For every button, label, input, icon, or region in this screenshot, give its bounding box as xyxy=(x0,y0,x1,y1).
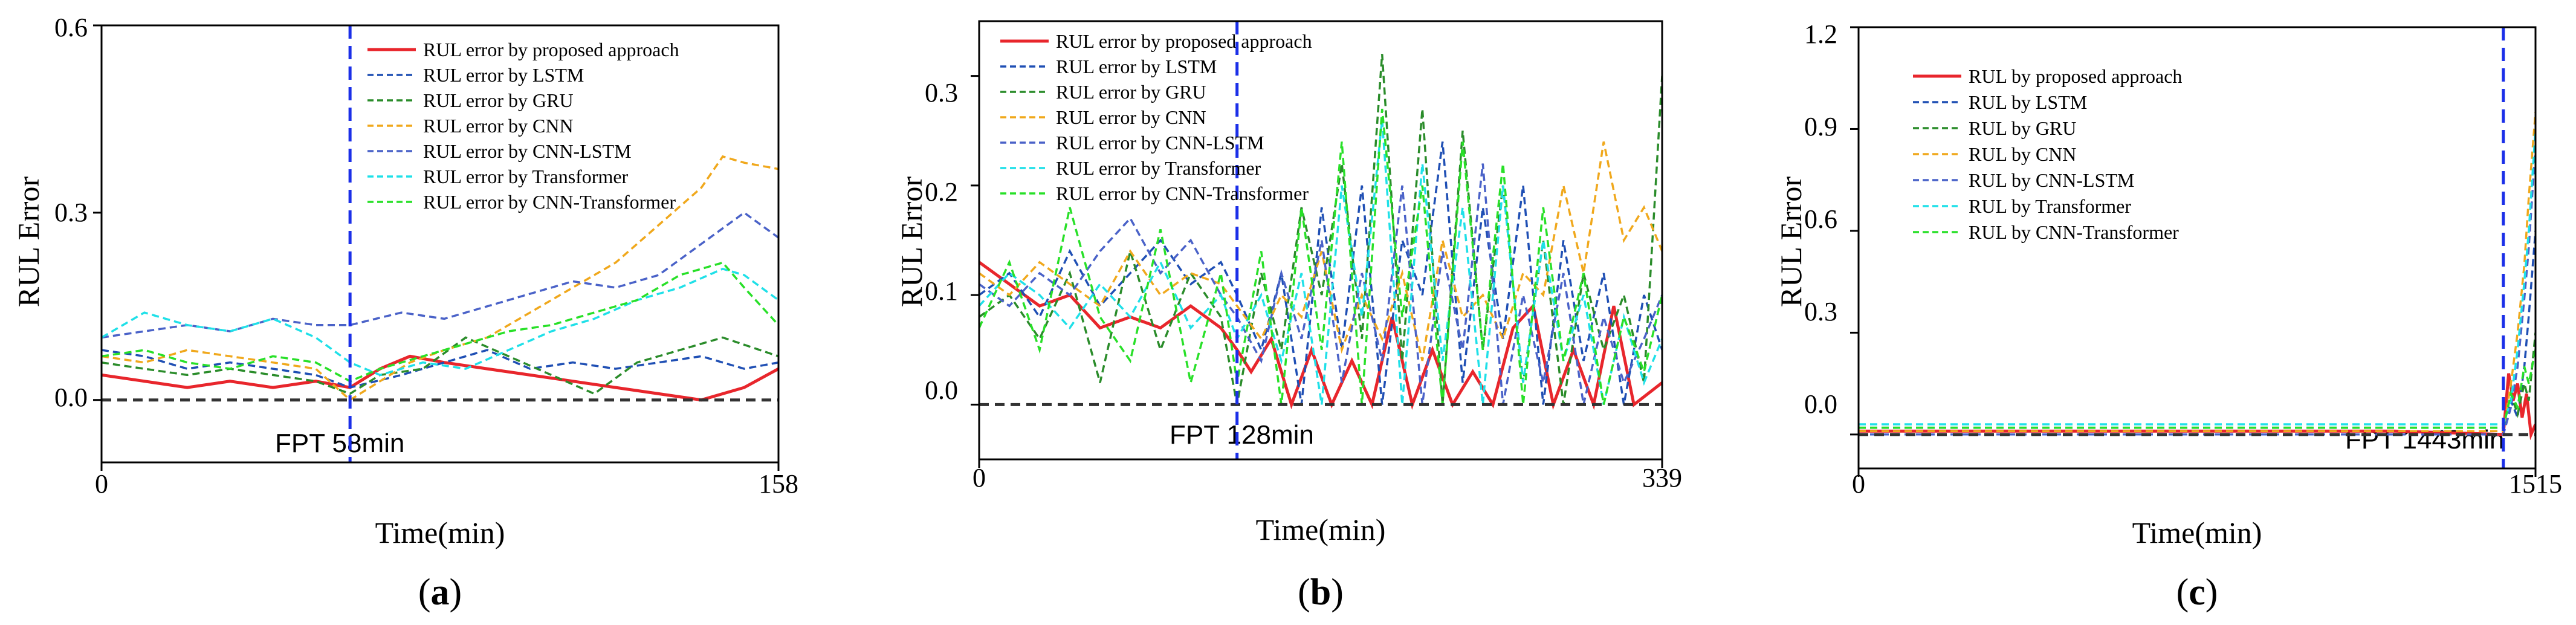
panel-label: (a) xyxy=(418,572,462,613)
x-axis-label: Time(min) xyxy=(375,516,505,549)
series-line xyxy=(979,141,1662,405)
y-tick-label: 0.0 xyxy=(54,383,88,412)
legend-entry: RUL error by LSTM xyxy=(423,64,584,86)
legend-entry: RUL error by LSTM xyxy=(1056,56,1217,77)
legend-entry: RUL by CNN-Transformer xyxy=(1969,221,2179,243)
series-line xyxy=(102,354,778,402)
legend-entry: RUL error by CNN-LSTM xyxy=(1056,132,1264,154)
plot-frame xyxy=(100,24,780,464)
series-line xyxy=(979,141,1662,361)
y-tick-label: 0.1 xyxy=(925,276,958,306)
x-tick-label: 158 xyxy=(759,469,798,499)
y-tick-label: 0.0 xyxy=(1804,389,1837,419)
y-axis-label: RUL Error xyxy=(11,176,45,307)
panel-label: (c) xyxy=(2176,572,2218,613)
legend-entry: RUL error by CNN xyxy=(423,115,574,137)
series-line xyxy=(102,349,778,389)
series-line xyxy=(102,211,778,339)
x-tick-label: 339 xyxy=(1642,463,1682,493)
legend-entry: RUL error by Transformer xyxy=(1056,157,1261,179)
fpt-label: FPT 58min xyxy=(275,429,404,458)
panel-b: 0.0 0.1 0.2 0.3 0 339 Time(min) RUL Erro… xyxy=(895,20,1682,613)
y-tick-label: 0.6 xyxy=(1804,204,1837,234)
x-tick-label: 0 xyxy=(95,469,108,499)
series-line xyxy=(102,336,778,395)
legend-entry: RUL error by CNN-Transformer xyxy=(423,191,676,213)
y-tick-label: 0.3 xyxy=(925,78,958,108)
x-tick-label: 0 xyxy=(1852,469,1865,499)
legend-entry: RUL by CNN-LSTM xyxy=(1969,169,2134,191)
legend: RUL by proposed approach RUL by LSTM RUL b… xyxy=(1913,65,2182,243)
panel-c: 0.0 0.3 0.6 0.9 1.2 0 1515 Time(min) RUL… xyxy=(1774,19,2562,613)
series-line xyxy=(979,163,1662,405)
legend-entry: RUL by GRU xyxy=(1969,117,2076,139)
y-tick-label: 0.9 xyxy=(1804,112,1837,141)
legend-entry: RUL error by proposed approach xyxy=(1056,30,1312,52)
legend-entry: RUL error by CNN-Transformer xyxy=(1056,183,1309,204)
plot-frame xyxy=(1857,26,2537,470)
legend-entry: RUL error by proposed approach xyxy=(423,39,679,60)
y-tick-label: 0.2 xyxy=(925,177,958,207)
y-tick-label: 0.3 xyxy=(54,198,88,227)
fpt-label: FPT 128min xyxy=(1170,420,1314,450)
legend-entry: RUL error by CNN-LSTM xyxy=(423,140,632,162)
plot-frame xyxy=(978,20,1663,461)
panel-a: 0.6 0.3 0.0 0 158 Time(min) RUL Error FP… xyxy=(11,13,798,613)
legend-entry: RUL error by CNN xyxy=(1056,106,1206,128)
series-line xyxy=(102,267,778,377)
y-tick-label: 0.3 xyxy=(1804,297,1837,326)
y-axis-label: RUL Error xyxy=(1774,176,1808,307)
panel-label: (b) xyxy=(1298,572,1344,613)
legend-entry: RUL error by GRU xyxy=(423,89,574,111)
y-tick-label: 1.2 xyxy=(1804,19,1837,49)
x-tick-label: 0 xyxy=(972,463,986,493)
legend-entry: RUL by LSTM xyxy=(1969,91,2087,113)
legend-entry: RUL by Transformer xyxy=(1969,195,2131,217)
fpt-label: FPT 1443min xyxy=(2345,425,2504,455)
y-tick-label: 0.6 xyxy=(54,13,88,42)
legend-entry: RUL by proposed approach xyxy=(1969,65,2182,87)
x-axis-label: Time(min) xyxy=(2132,516,2262,549)
series-line xyxy=(102,261,778,383)
legend: RUL error by proposed approach RUL error … xyxy=(1000,30,1312,204)
y-tick-label: 0.0 xyxy=(925,375,958,405)
legend-entry: RUL by CNN xyxy=(1969,143,2076,165)
legend-entry: RUL error by Transformer xyxy=(423,166,629,187)
legend-entry: RUL error by GRU xyxy=(1056,81,1206,103)
y-axis-label: RUL Error xyxy=(895,176,928,307)
x-axis-label: Time(min) xyxy=(1256,513,1386,546)
legend: RUL error by proposed approach RUL error … xyxy=(367,39,679,213)
